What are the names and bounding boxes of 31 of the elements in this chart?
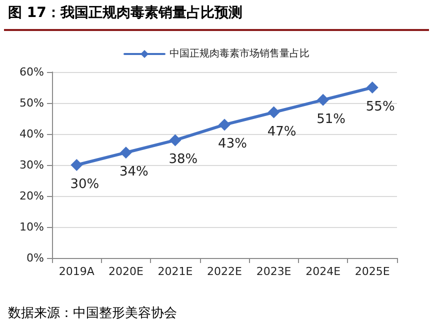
x-tick-label: 2020E [108, 265, 144, 278]
y-tick-label: 30% [20, 158, 44, 172]
y-tick-label: 20% [20, 190, 44, 202]
x-tick-label: 2021E [158, 265, 193, 278]
y-tick-label: 50% [20, 96, 44, 110]
data-label: 47% [267, 124, 296, 140]
chart-title: 图 17：我国正规肉毒素销量占比预测 [8, 5, 242, 21]
point [169, 134, 182, 146]
point [268, 106, 280, 118]
x-tick-label: 2022E [207, 265, 242, 278]
x-tick-label: 2019A [58, 265, 95, 278]
data-label: 43% [218, 136, 247, 152]
y-tick-label: 60% [20, 66, 44, 78]
y-tick-label: 10% [20, 220, 44, 234]
x-tick-label: 2025E [354, 265, 390, 278]
data-label: 34% [119, 164, 148, 180]
y-tick-label: 40% [20, 128, 44, 140]
x-tick-label: 2023E [256, 265, 292, 278]
legend-label: 中国正规肉毒素市场销售量占比 [170, 48, 310, 60]
data-label: 51% [316, 112, 346, 127]
point [70, 159, 83, 171]
source-note: 数据来源：中国整形美容协会 [8, 305, 177, 321]
data-label: 30% [70, 177, 100, 192]
point [366, 82, 378, 94]
point [218, 118, 230, 131]
point [317, 94, 330, 106]
x-tick-label: 2024E [306, 265, 341, 278]
data-label: 55% [366, 100, 395, 114]
y-tick-label: 0% [26, 252, 44, 264]
data-label: 38% [168, 152, 198, 168]
point [120, 146, 132, 159]
